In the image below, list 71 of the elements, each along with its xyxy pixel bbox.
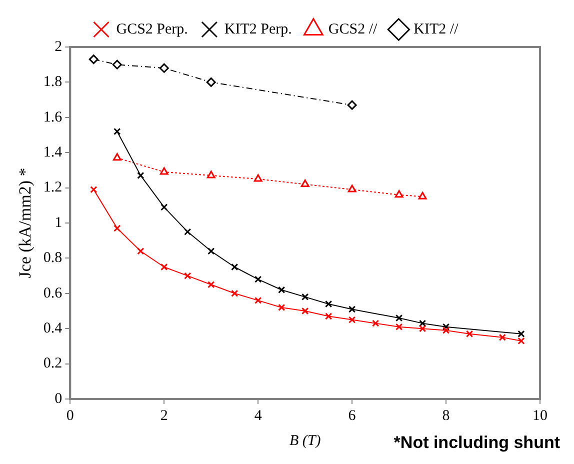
- point: [254, 276, 262, 283]
- point: [498, 334, 506, 341]
- point: [160, 167, 168, 175]
- point: [324, 312, 332, 320]
- point: [90, 186, 98, 194]
- y-tick-label: 1.6: [43, 109, 63, 126]
- point: [206, 170, 216, 178]
- point: [395, 314, 403, 322]
- y-tick-label: 0.6: [43, 285, 63, 302]
- point: [442, 326, 450, 334]
- point: [114, 128, 121, 136]
- point: [278, 304, 286, 312]
- y-tick-label: 2: [54, 38, 62, 55]
- point: [518, 337, 525, 344]
- point: [254, 174, 262, 182]
- point: [418, 192, 427, 200]
- point: [324, 300, 332, 308]
- point: [278, 286, 286, 294]
- point: [347, 100, 357, 110]
- point: [137, 248, 144, 255]
- point: [184, 228, 192, 236]
- point: [88, 54, 98, 64]
- y-tick-label: 0.8: [43, 250, 62, 266]
- point: [208, 248, 215, 255]
- legend-label: GCS2 Perp.: [116, 21, 188, 38]
- x-axis-title: B (T): [289, 432, 321, 449]
- x-tick-label: 10: [532, 408, 548, 424]
- point: [159, 63, 169, 73]
- text: *Not including shunt: [394, 433, 560, 452]
- point: [160, 263, 168, 271]
- point: [301, 307, 309, 315]
- y-tick-label: 1.4: [43, 144, 63, 161]
- y-tick-label: 1.2: [43, 180, 62, 196]
- x-tick-label: 2: [160, 408, 168, 424]
- legend-label: GCS2 //: [328, 21, 378, 38]
- point: [348, 316, 356, 324]
- point: [160, 204, 168, 211]
- point: [418, 325, 426, 332]
- point: [518, 330, 525, 338]
- y-tick-label: 1: [54, 214, 62, 231]
- point: [466, 330, 474, 338]
- point: [348, 184, 356, 192]
- y-tick-label: 1.8: [43, 74, 62, 90]
- point: [208, 281, 215, 288]
- point: [231, 263, 238, 271]
- x-tick-label: 4: [254, 408, 262, 424]
- x-tick-label: 0: [66, 408, 74, 424]
- point: [137, 172, 144, 180]
- y-axis-title: Jce (kA/mm2) *: [16, 168, 35, 278]
- point: [112, 153, 122, 161]
- x-tick-label: 8: [442, 408, 450, 424]
- point: [300, 180, 310, 188]
- point: [301, 293, 309, 300]
- point: [114, 224, 121, 232]
- legend-label: KIT2 Perp.: [224, 21, 292, 38]
- point: [372, 320, 380, 327]
- point: [394, 190, 404, 198]
- point: [254, 296, 262, 304]
- point: [442, 323, 450, 330]
- point: [348, 306, 356, 313]
- y-tick-label: 0: [54, 390, 62, 407]
- y-tick-label: 0.4: [43, 320, 63, 337]
- legend-label: KIT2 //: [414, 21, 460, 38]
- point: [231, 290, 238, 297]
- point: [112, 60, 122, 70]
- point: [418, 320, 426, 327]
- x-tick-label: 6: [348, 408, 356, 424]
- point: [206, 77, 216, 87]
- y-tick-label: 0.2: [43, 356, 62, 372]
- point: [184, 272, 192, 280]
- point: [395, 323, 403, 330]
